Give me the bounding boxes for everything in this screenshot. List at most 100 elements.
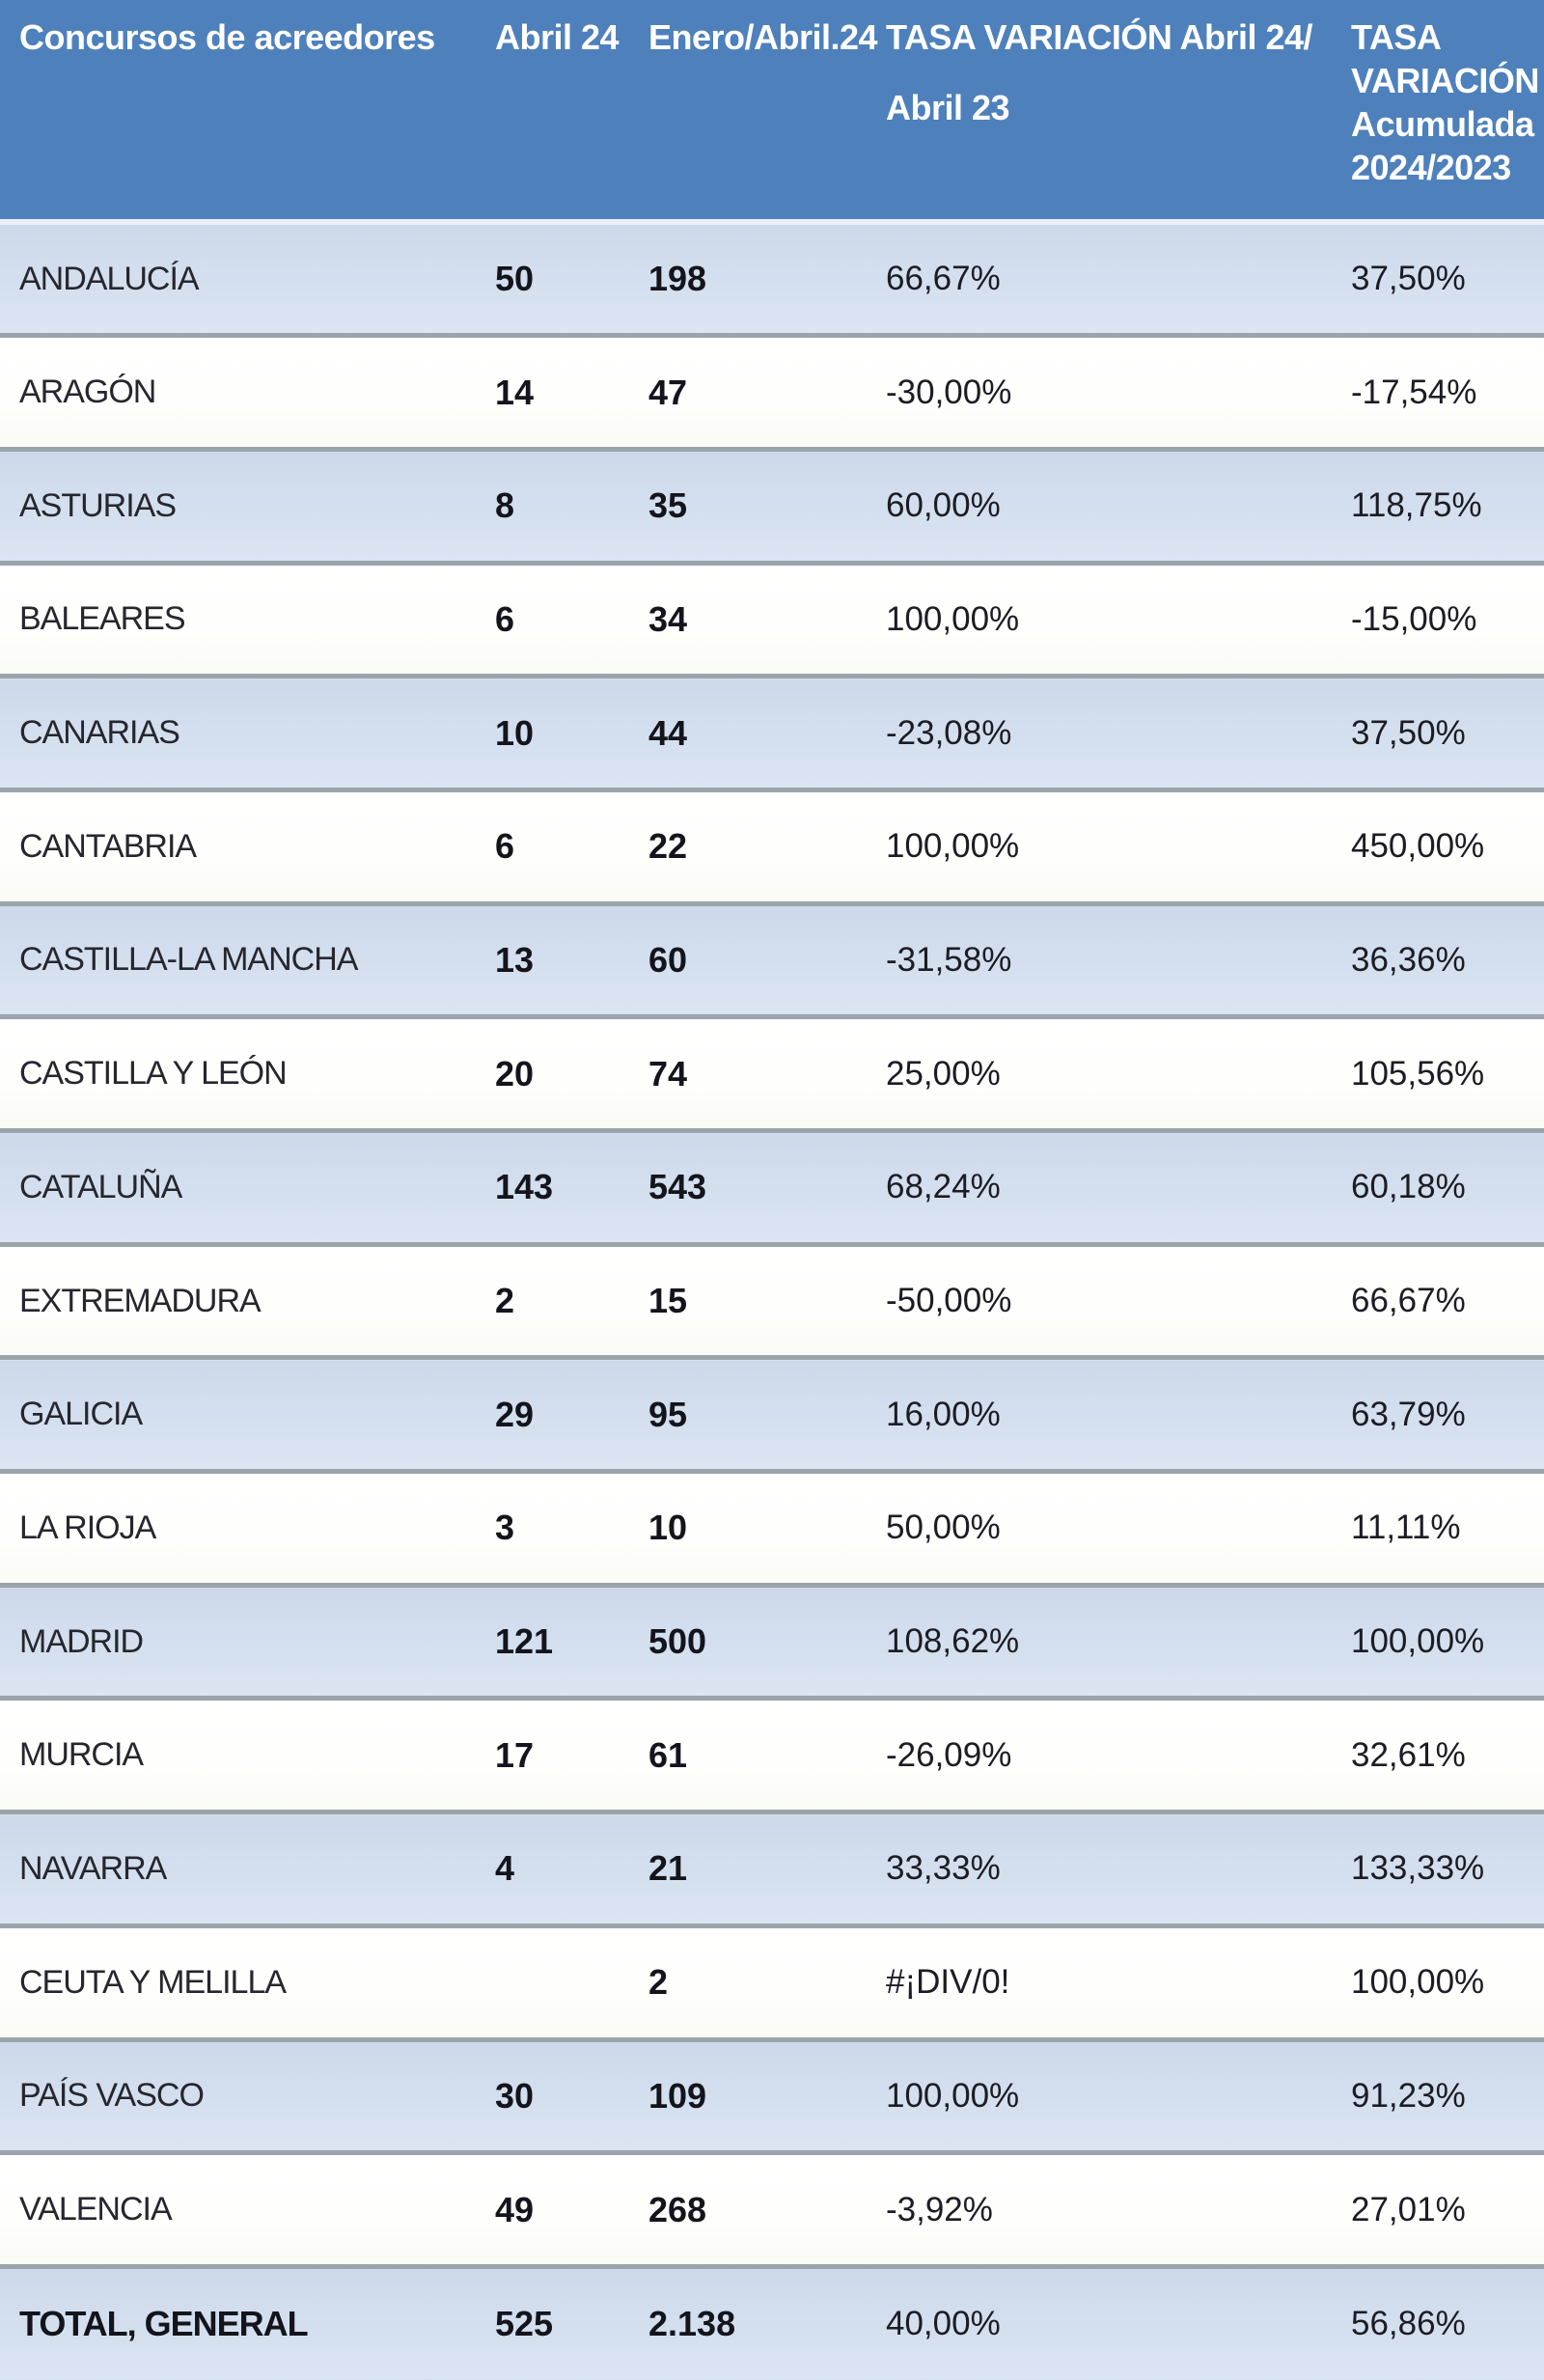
total-tasa-variacion-abril-cell: 40,00%: [867, 2263, 1332, 2380]
abril24-cell: 4: [476, 1810, 629, 1926]
region-cell: BALEARES: [0, 560, 476, 677]
total-row: TOTAL, GENERAL 525 2.138 40,00% 56,86%: [0, 2263, 1544, 2380]
table-row: BALEARES 6 34 100,00% -15,00%: [0, 560, 1544, 677]
table-row: CEUTA Y MELILLA 2 #¡DIV/0! 100,00%: [0, 1923, 1544, 2039]
tasa-variacion-acumulada-cell: 105,56%: [1332, 1014, 1544, 1131]
table-row: NAVARRA 4 21 33,33% 133,33%: [0, 1810, 1544, 1926]
region-cell: CANTABRIA: [0, 787, 476, 904]
tasa-variacion-abril-cell: 68,24%: [867, 1128, 1332, 1245]
abril24-cell: 13: [476, 900, 629, 1017]
enero-abril24-cell: 47: [629, 333, 867, 450]
region-cell: CATALUÑA: [0, 1128, 476, 1245]
region-cell: MURCIA: [0, 1696, 476, 1813]
tasa-variacion-abril-cell: -31,58%: [867, 900, 1332, 1017]
total-enero-abril24-cell: 2.138: [629, 2263, 867, 2380]
header-enero-abril24: Enero/Abril.24: [629, 0, 878, 222]
enero-abril24-cell: 10: [629, 1469, 867, 1586]
abril24-cell: 6: [476, 787, 629, 904]
tasa-variacion-abril-cell: 100,00%: [867, 2036, 1332, 2153]
abril24-cell: 8: [476, 446, 629, 564]
enero-abril24-cell: 34: [629, 560, 867, 677]
total-abril24-cell: 525: [476, 2263, 629, 2380]
abril24-cell: 121: [476, 1582, 629, 1699]
tasa-variacion-abril-cell: 108,62%: [867, 1582, 1332, 1699]
table-row: CANTABRIA 6 22 100,00% 450,00%: [0, 787, 1544, 904]
region-cell: GALICIA: [0, 1355, 476, 1472]
region-cell: VALENCIA: [0, 2150, 476, 2267]
enero-abril24-cell: 500: [629, 1582, 867, 1699]
tasa-variacion-abril-cell: -3,92%: [867, 2150, 1332, 2267]
region-cell: ANDALUCÍA: [0, 219, 476, 336]
tasa-variacion-abril-cell: 60,00%: [867, 446, 1332, 564]
tasa-variacion-abril-cell: 100,00%: [867, 560, 1332, 677]
tasa-variacion-abril-cell: 33,33%: [867, 1810, 1332, 1926]
region-cell: CANARIAS: [0, 674, 476, 790]
table-row: MURCIA 17 61 -26,09% 32,61%: [0, 1696, 1544, 1813]
abril24-cell: [476, 1923, 629, 2039]
table-row: CANARIAS 10 44 -23,08% 37,50%: [0, 674, 1544, 790]
header-row: Concursos de acreedores Abril 24 Enero/A…: [0, 0, 1544, 222]
table-row: ANDALUCÍA 50 198 66,67% 37,50%: [0, 219, 1544, 336]
enero-abril24-cell: 61: [629, 1696, 867, 1813]
tasa-variacion-acumulada-cell: 32,61%: [1332, 1696, 1544, 1813]
abril24-cell: 10: [476, 674, 629, 790]
tasa-variacion-abril-cell: 25,00%: [867, 1014, 1332, 1131]
tasa-variacion-abril-cell: 50,00%: [867, 1469, 1332, 1586]
tasa-variacion-acumulada-cell: 37,50%: [1332, 674, 1544, 790]
tasa-variacion-acumulada-cell: 100,00%: [1332, 1582, 1544, 1699]
tasa-variacion-acumulada-cell: 60,18%: [1332, 1128, 1544, 1245]
total-label: TOTAL, GENERAL: [0, 2263, 476, 2380]
tasa-variacion-abril-cell: -50,00%: [867, 1241, 1332, 1358]
region-cell: ARAGÓN: [0, 333, 476, 450]
header-tasa-variacion-abril-line2: Abril 23: [886, 88, 1010, 127]
enero-abril24-cell: 22: [629, 787, 867, 904]
enero-abril24-cell: 268: [629, 2150, 867, 2267]
tasa-variacion-abril-cell: -30,00%: [867, 333, 1332, 450]
tasa-variacion-abril-cell: #¡DIV/0!: [867, 1923, 1332, 2039]
table-row: ASTURIAS 8 35 60,00% 118,75%: [0, 446, 1544, 564]
enero-abril24-cell: 109: [629, 2036, 867, 2153]
region-cell: LA RIOJA: [0, 1469, 476, 1586]
total-tasa-variacion-acumulada-cell: 56,86%: [1332, 2263, 1544, 2380]
table-row: EXTREMADURA 2 15 -50,00% 66,67%: [0, 1241, 1544, 1358]
region-cell: MADRID: [0, 1582, 476, 1699]
abril24-cell: 3: [476, 1469, 629, 1586]
enero-abril24-cell: 95: [629, 1355, 867, 1472]
table-row: LA RIOJA 3 10 50,00% 11,11%: [0, 1469, 1544, 1586]
table-header: Concursos de acreedores Abril 24 Enero/A…: [0, 0, 1544, 222]
table-row: CASTILLA Y LEÓN 20 74 25,00% 105,56%: [0, 1014, 1544, 1131]
tasa-variacion-acumulada-cell: 450,00%: [1332, 787, 1544, 904]
table-row: ARAGÓN 14 47 -30,00% -17,54%: [0, 333, 1544, 450]
header-region: Concursos de acreedores: [0, 0, 476, 222]
enero-abril24-cell: 44: [629, 674, 867, 790]
tasa-variacion-abril-cell: 16,00%: [867, 1355, 1332, 1472]
tasa-variacion-acumulada-cell: -15,00%: [1332, 560, 1544, 677]
table-row: CASTILLA-LA MANCHA 13 60 -31,58% 36,36%: [0, 900, 1544, 1017]
abril24-cell: 20: [476, 1014, 629, 1131]
table-row: MADRID 121 500 108,62% 100,00%: [0, 1582, 1544, 1699]
enero-abril24-cell: 2: [629, 1923, 867, 2039]
abril24-cell: 2: [476, 1241, 629, 1358]
tasa-variacion-acumulada-cell: 36,36%: [1332, 900, 1544, 1017]
region-cell: CEUTA Y MELILLA: [0, 1923, 476, 2039]
tasa-variacion-acumulada-cell: 118,75%: [1332, 446, 1544, 564]
region-cell: EXTREMADURA: [0, 1241, 476, 1358]
header-abril24: Abril 24: [476, 0, 629, 222]
tasa-variacion-acumulada-cell: 11,11%: [1332, 1469, 1544, 1586]
abril24-cell: 29: [476, 1355, 629, 1472]
tasa-variacion-acumulada-cell: 37,50%: [1332, 219, 1544, 336]
enero-abril24-cell: 74: [629, 1014, 867, 1131]
tasa-variacion-acumulada-cell: -17,54%: [1332, 333, 1544, 450]
abril24-cell: 50: [476, 219, 629, 336]
tasa-variacion-acumulada-cell: 91,23%: [1332, 2036, 1544, 2153]
abril24-cell: 14: [476, 333, 629, 450]
region-cell: CASTILLA-LA MANCHA: [0, 900, 476, 1017]
region-cell: ASTURIAS: [0, 446, 476, 564]
header-tasa-variacion-abril-line1: TASA VARIACIÓN Abril 24/: [886, 17, 1313, 57]
enero-abril24-cell: 60: [629, 900, 867, 1017]
table-row: PAÍS VASCO 30 109 100,00% 91,23%: [0, 2036, 1544, 2153]
abril24-cell: 6: [476, 560, 629, 677]
abril24-cell: 49: [476, 2150, 629, 2267]
